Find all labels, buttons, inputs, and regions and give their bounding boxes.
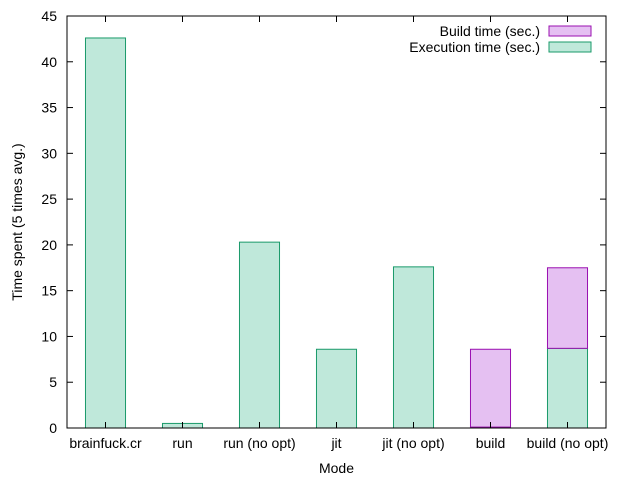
x-tick-label: run (no opt)	[223, 435, 295, 451]
legend-label: Execution time (sec.)	[409, 39, 540, 55]
bar-execution-4	[392, 266, 435, 429]
legend-swatch	[548, 25, 592, 37]
x-tick-label: build (no opt)	[527, 435, 609, 451]
y-tick-label: 25	[41, 191, 57, 207]
legend: Build time (sec.)Execution time (sec.)	[409, 23, 592, 55]
plot-frame	[66, 15, 607, 429]
y-tick-label: 40	[41, 54, 57, 70]
bar-build-6	[546, 267, 589, 349]
y-tick-label: 30	[41, 145, 57, 161]
bar-execution-6	[546, 347, 589, 429]
legend-label: Build time (sec.)	[440, 23, 540, 39]
x-tick-label: jit (no opt)	[381, 435, 444, 451]
y-tick-label: 45	[41, 8, 57, 24]
y-axis-label: Time spent (5 times avg.)	[9, 143, 25, 300]
x-tick-label: run	[172, 435, 192, 451]
y-tick-label: 5	[49, 374, 57, 390]
x-axis-label: Mode	[319, 460, 354, 476]
y-tick-label: 0	[49, 420, 57, 436]
y-tick-label: 10	[41, 328, 57, 344]
x-tick-label: jit	[330, 435, 341, 451]
bar-build-5	[469, 348, 512, 428]
legend-swatch	[548, 41, 592, 53]
x-tick-label: build	[476, 435, 506, 451]
bar-execution-0	[84, 37, 127, 429]
y-tick-label: 20	[41, 237, 57, 253]
bar-execution-2	[238, 241, 281, 429]
y-tick-label: 15	[41, 283, 57, 299]
bars-group	[84, 37, 589, 429]
x-tick-label: brainfuck.cr	[69, 435, 142, 451]
bar-execution-3	[315, 348, 358, 429]
ticks-group: 0 5 10 15 20 25 30 35 40 45 brainfuck.cr run run (no…	[41, 8, 608, 451]
y-tick-label: 35	[41, 100, 57, 116]
